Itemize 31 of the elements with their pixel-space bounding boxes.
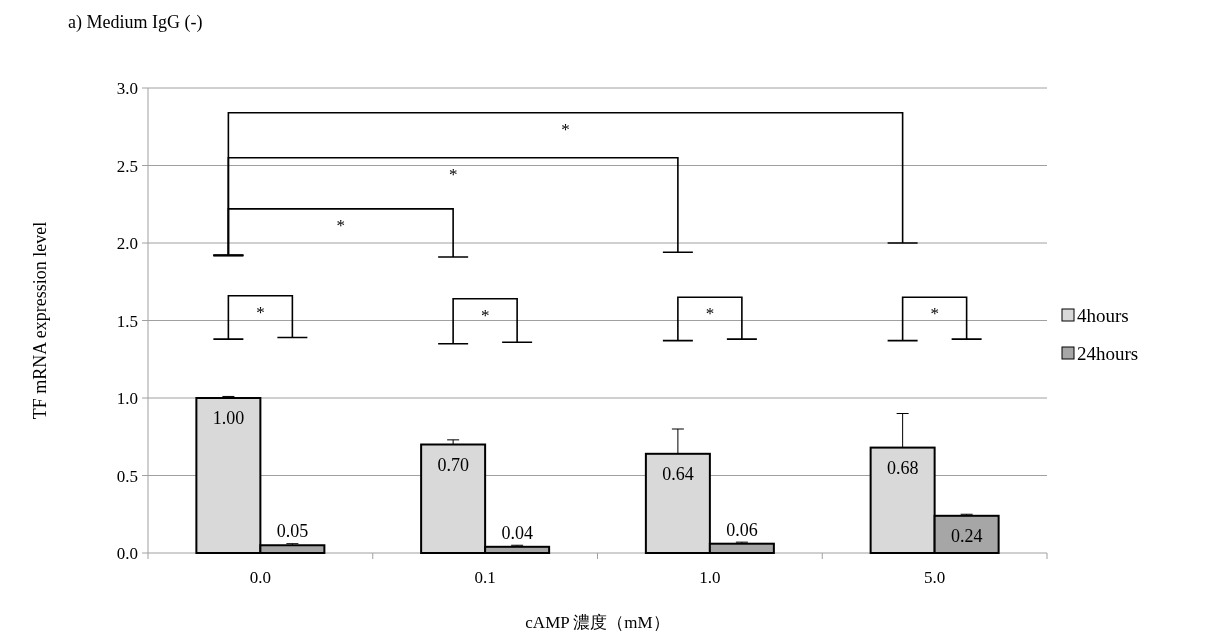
data-label: 0.64	[662, 463, 694, 484]
y-tick-label: 0.0	[116, 544, 138, 563]
annotation: *	[930, 304, 939, 324]
legend-label: 4hours	[1077, 305, 1129, 326]
data-label: 0.68	[886, 457, 919, 478]
annotation: *	[448, 164, 458, 184]
annotation: *	[336, 215, 345, 235]
data-label: 0.06	[726, 519, 758, 540]
legend-label: 24hours	[1077, 343, 1139, 364]
data-label: 0.70	[437, 454, 469, 475]
x-tick-label: 0.0	[249, 568, 271, 587]
y-tick-label: 1.0	[116, 389, 138, 408]
y-tick-label: 0.5	[116, 466, 138, 486]
data-label: 0.04	[501, 522, 533, 543]
data-label: 0.24	[950, 525, 983, 546]
y-tick-label: 1.5	[116, 311, 138, 331]
annotation: *	[480, 305, 490, 325]
x-axis-title: cAMP 濃度（mM）	[525, 613, 670, 632]
data-label: 0.05	[276, 521, 309, 542]
y-tick-label: 2.0	[116, 234, 138, 253]
annotation: *	[705, 304, 715, 324]
y-axis-title: TF mRNA expression level	[30, 221, 50, 420]
annotation: *	[256, 302, 265, 322]
y-tick-label: 3.0	[116, 79, 138, 98]
annotation: *	[561, 119, 570, 139]
x-tick-label: 5.0	[924, 568, 946, 587]
x-tick-label: 1.0	[699, 568, 721, 587]
y-tick-label: 2.5	[116, 156, 138, 176]
chart-title: a) Medium IgG (-)	[68, 12, 203, 33]
x-tick-label: 0.1	[474, 568, 496, 587]
data-label: 1.00	[212, 408, 245, 428]
